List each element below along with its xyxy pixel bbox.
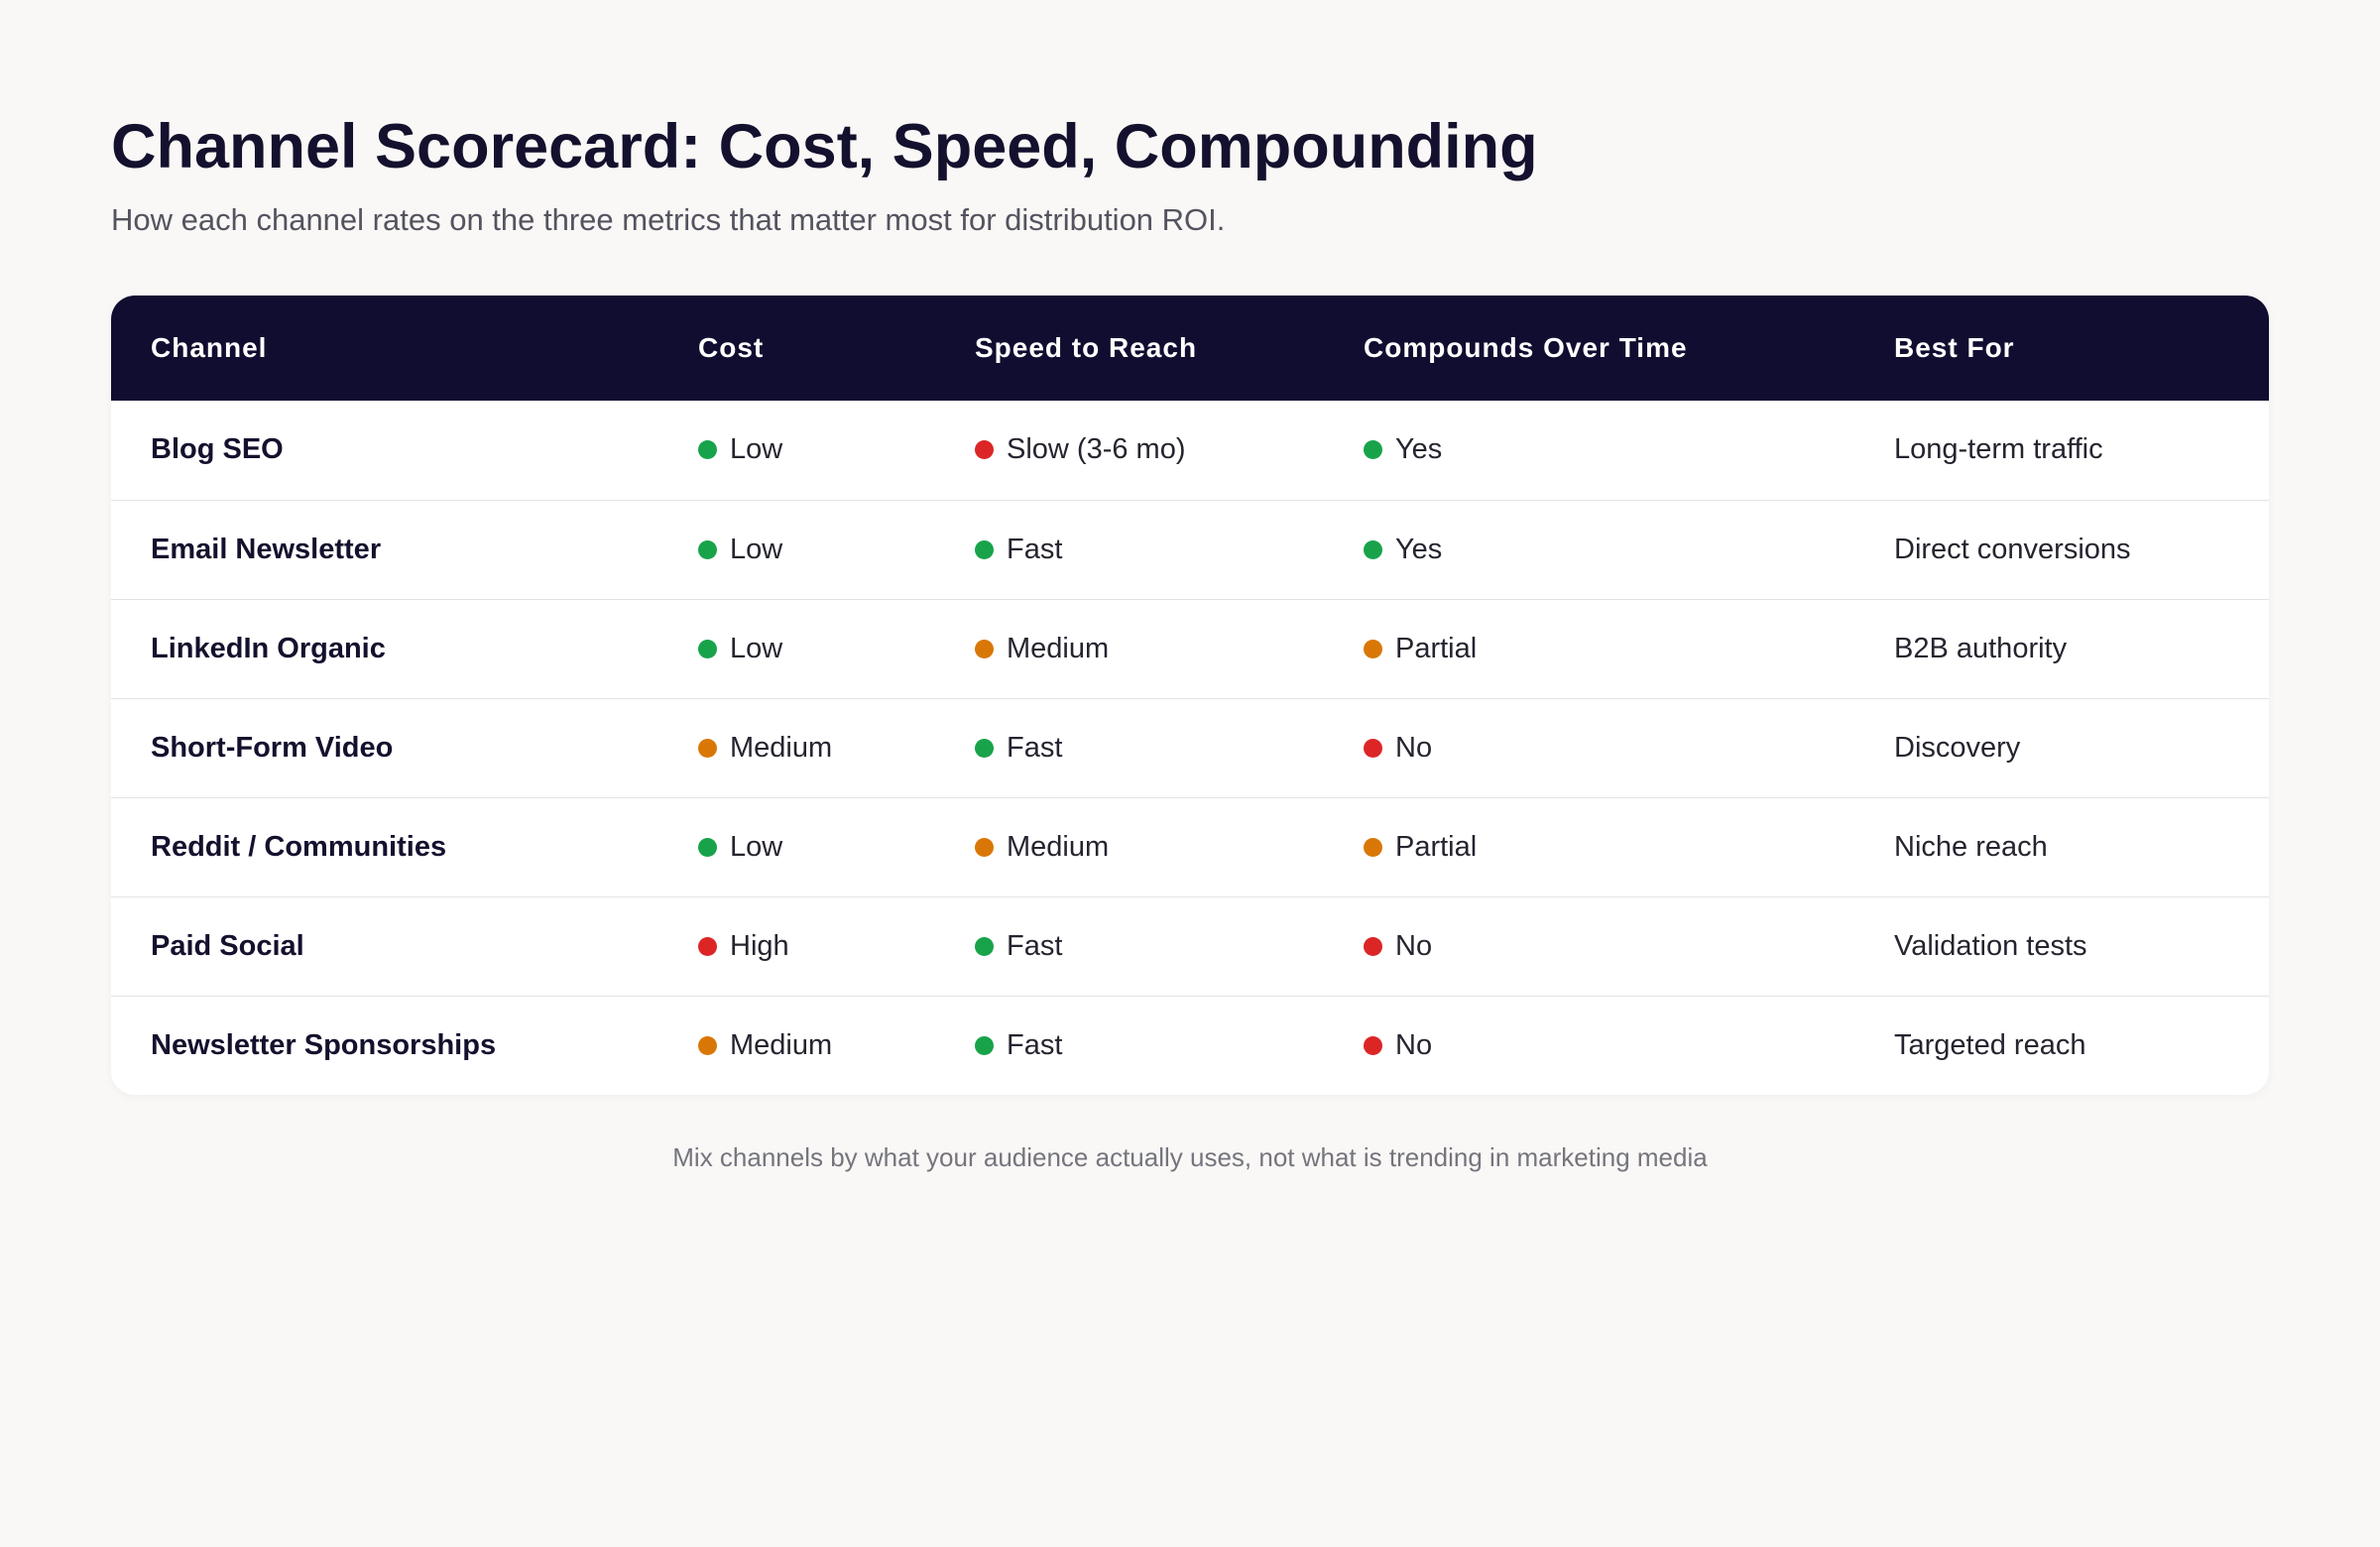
best-for-cell: Validation tests: [1894, 929, 2087, 962]
status-dot-icon: [1364, 440, 1382, 460]
best-for-cell: Niche reach: [1894, 830, 2048, 863]
speed-rating-cell: Slow (3-6 mo): [935, 401, 1324, 500]
cost-rating-cell: Medium: [658, 698, 935, 797]
status-dot-icon: [698, 1035, 717, 1055]
cost-rating-label: Low: [730, 632, 783, 664]
status-dot-icon: [975, 539, 994, 559]
status-dot-icon: [1364, 539, 1382, 559]
compounds-rating-label: No: [1395, 1028, 1433, 1061]
table-row: Paid Social High Fast No Validation tests: [111, 896, 2269, 996]
status-dot-icon: [698, 639, 717, 658]
table-row: Blog SEO Low Slow (3-6 mo) Yes Long-term tra…: [111, 401, 2269, 500]
column-header-best-for: Best For: [1894, 332, 2015, 363]
status-dot-icon: [975, 837, 994, 857]
speed-rating-cell: Fast: [935, 500, 1324, 599]
cost-rating-label: Low: [730, 533, 783, 565]
cost-rating-label: Low: [730, 830, 783, 863]
best-for-cell: B2B authority: [1894, 632, 2068, 664]
channel-name: Reddit / Communities: [151, 830, 447, 863]
table-row: Email Newsletter Low Fast Yes Direct convers…: [111, 500, 2269, 599]
channel-name: Blog SEO: [151, 433, 284, 466]
speed-rating-label: Slow (3-6 mo): [1007, 433, 1186, 466]
compounds-rating-label: Yes: [1395, 433, 1443, 466]
status-dot-icon: [975, 639, 994, 658]
best-for-cell: Discovery: [1894, 731, 2021, 764]
header-row: Channel Cost Speed to Reach Compounds Ov…: [111, 296, 2269, 401]
table-row: Reddit / Communities Low Medium Partial Nich…: [111, 797, 2269, 896]
cost-rating-label: Medium: [730, 1028, 833, 1061]
cost-rating-label: Low: [730, 433, 783, 466]
status-dot-icon: [1364, 837, 1382, 857]
compounds-rating-cell: Partial: [1324, 599, 1854, 698]
speed-rating-label: Fast: [1007, 929, 1063, 962]
channel-name: Paid Social: [151, 929, 304, 962]
status-dot-icon: [1364, 639, 1382, 658]
compounds-rating-cell: No: [1324, 698, 1854, 797]
speed-rating-label: Fast: [1007, 1028, 1063, 1061]
status-dot-icon: [1364, 936, 1382, 956]
cost-rating-label: Medium: [730, 731, 833, 764]
scorecard-card: Channel Cost Speed to Reach Compounds Ov…: [111, 296, 2269, 1095]
compounds-rating-label: Yes: [1395, 533, 1443, 565]
table-row: Newsletter Sponsorships Medium Fast No Targe…: [111, 996, 2269, 1095]
cost-rating-cell: Low: [658, 797, 935, 896]
status-dot-icon: [698, 539, 717, 559]
status-dot-icon: [975, 440, 994, 460]
status-dot-icon: [698, 936, 717, 956]
status-dot-icon: [698, 738, 717, 758]
column-header-channel: Channel: [151, 332, 268, 363]
speed-rating-cell: Medium: [935, 599, 1324, 698]
compounds-rating-label: No: [1395, 929, 1433, 962]
speed-rating-cell: Medium: [935, 797, 1324, 896]
compounds-rating-label: No: [1395, 731, 1433, 764]
scorecard-table: Channel Cost Speed to Reach Compounds Ov…: [111, 296, 2269, 1095]
cost-rating-cell: Medium: [658, 996, 935, 1095]
compounds-rating-cell: Yes: [1324, 500, 1854, 599]
speed-rating-cell: Fast: [935, 698, 1324, 797]
compounds-rating-cell: Yes: [1324, 401, 1854, 500]
status-dot-icon: [1364, 738, 1382, 758]
compounds-rating-label: Partial: [1395, 632, 1478, 664]
cost-rating-cell: Low: [658, 599, 935, 698]
speed-rating-label: Fast: [1007, 731, 1063, 764]
table-header: Channel Cost Speed to Reach Compounds Ov…: [111, 296, 2269, 401]
speed-rating-label: Medium: [1007, 632, 1110, 664]
channel-name: Newsletter Sponsorships: [151, 1028, 497, 1061]
table-row: LinkedIn Organic Low Medium Partial B2B auth…: [111, 599, 2269, 698]
compounds-rating-cell: No: [1324, 996, 1854, 1095]
footnote: Mix channels by what your audience actua…: [672, 1142, 1708, 1172]
page-title: Channel Scorecard: Cost, Speed, Compound…: [111, 112, 1538, 181]
cost-rating-cell: High: [658, 896, 935, 996]
channel-name: Email Newsletter: [151, 533, 382, 565]
page-subtitle: How each channel rates on the three metr…: [111, 202, 1226, 237]
table-row: Short-Form Video Medium Fast No Discovery: [111, 698, 2269, 797]
speed-rating-label: Medium: [1007, 830, 1110, 863]
column-header-speed: Speed to Reach: [975, 332, 1198, 363]
best-for-cell: Targeted reach: [1894, 1028, 2086, 1061]
compounds-rating-label: Partial: [1395, 830, 1478, 863]
column-header-cost: Cost: [698, 332, 765, 363]
page: Channel Scorecard: Cost, Speed, Compound…: [111, 103, 2269, 1174]
speed-rating-label: Fast: [1007, 533, 1063, 565]
compounds-rating-cell: Partial: [1324, 797, 1854, 896]
status-dot-icon: [975, 936, 994, 956]
status-dot-icon: [975, 1035, 994, 1055]
channel-name: LinkedIn Organic: [151, 632, 386, 664]
channel-name: Short-Form Video: [151, 731, 394, 764]
status-dot-icon: [698, 837, 717, 857]
status-dot-icon: [1364, 1035, 1382, 1055]
best-for-cell: Direct conversions: [1894, 533, 2131, 565]
cost-rating-cell: Low: [658, 500, 935, 599]
cost-rating-label: High: [730, 929, 789, 962]
table-body: Blog SEO Low Slow (3-6 mo) Yes Long-term tra…: [111, 401, 2269, 1095]
best-for-cell: Long-term traffic: [1894, 433, 2103, 466]
speed-rating-cell: Fast: [935, 996, 1324, 1095]
status-dot-icon: [975, 738, 994, 758]
compounds-rating-cell: No: [1324, 896, 1854, 996]
column-header-compounds: Compounds Over Time: [1364, 332, 1688, 363]
cost-rating-cell: Low: [658, 401, 935, 500]
speed-rating-cell: Fast: [935, 896, 1324, 996]
status-dot-icon: [698, 440, 717, 460]
